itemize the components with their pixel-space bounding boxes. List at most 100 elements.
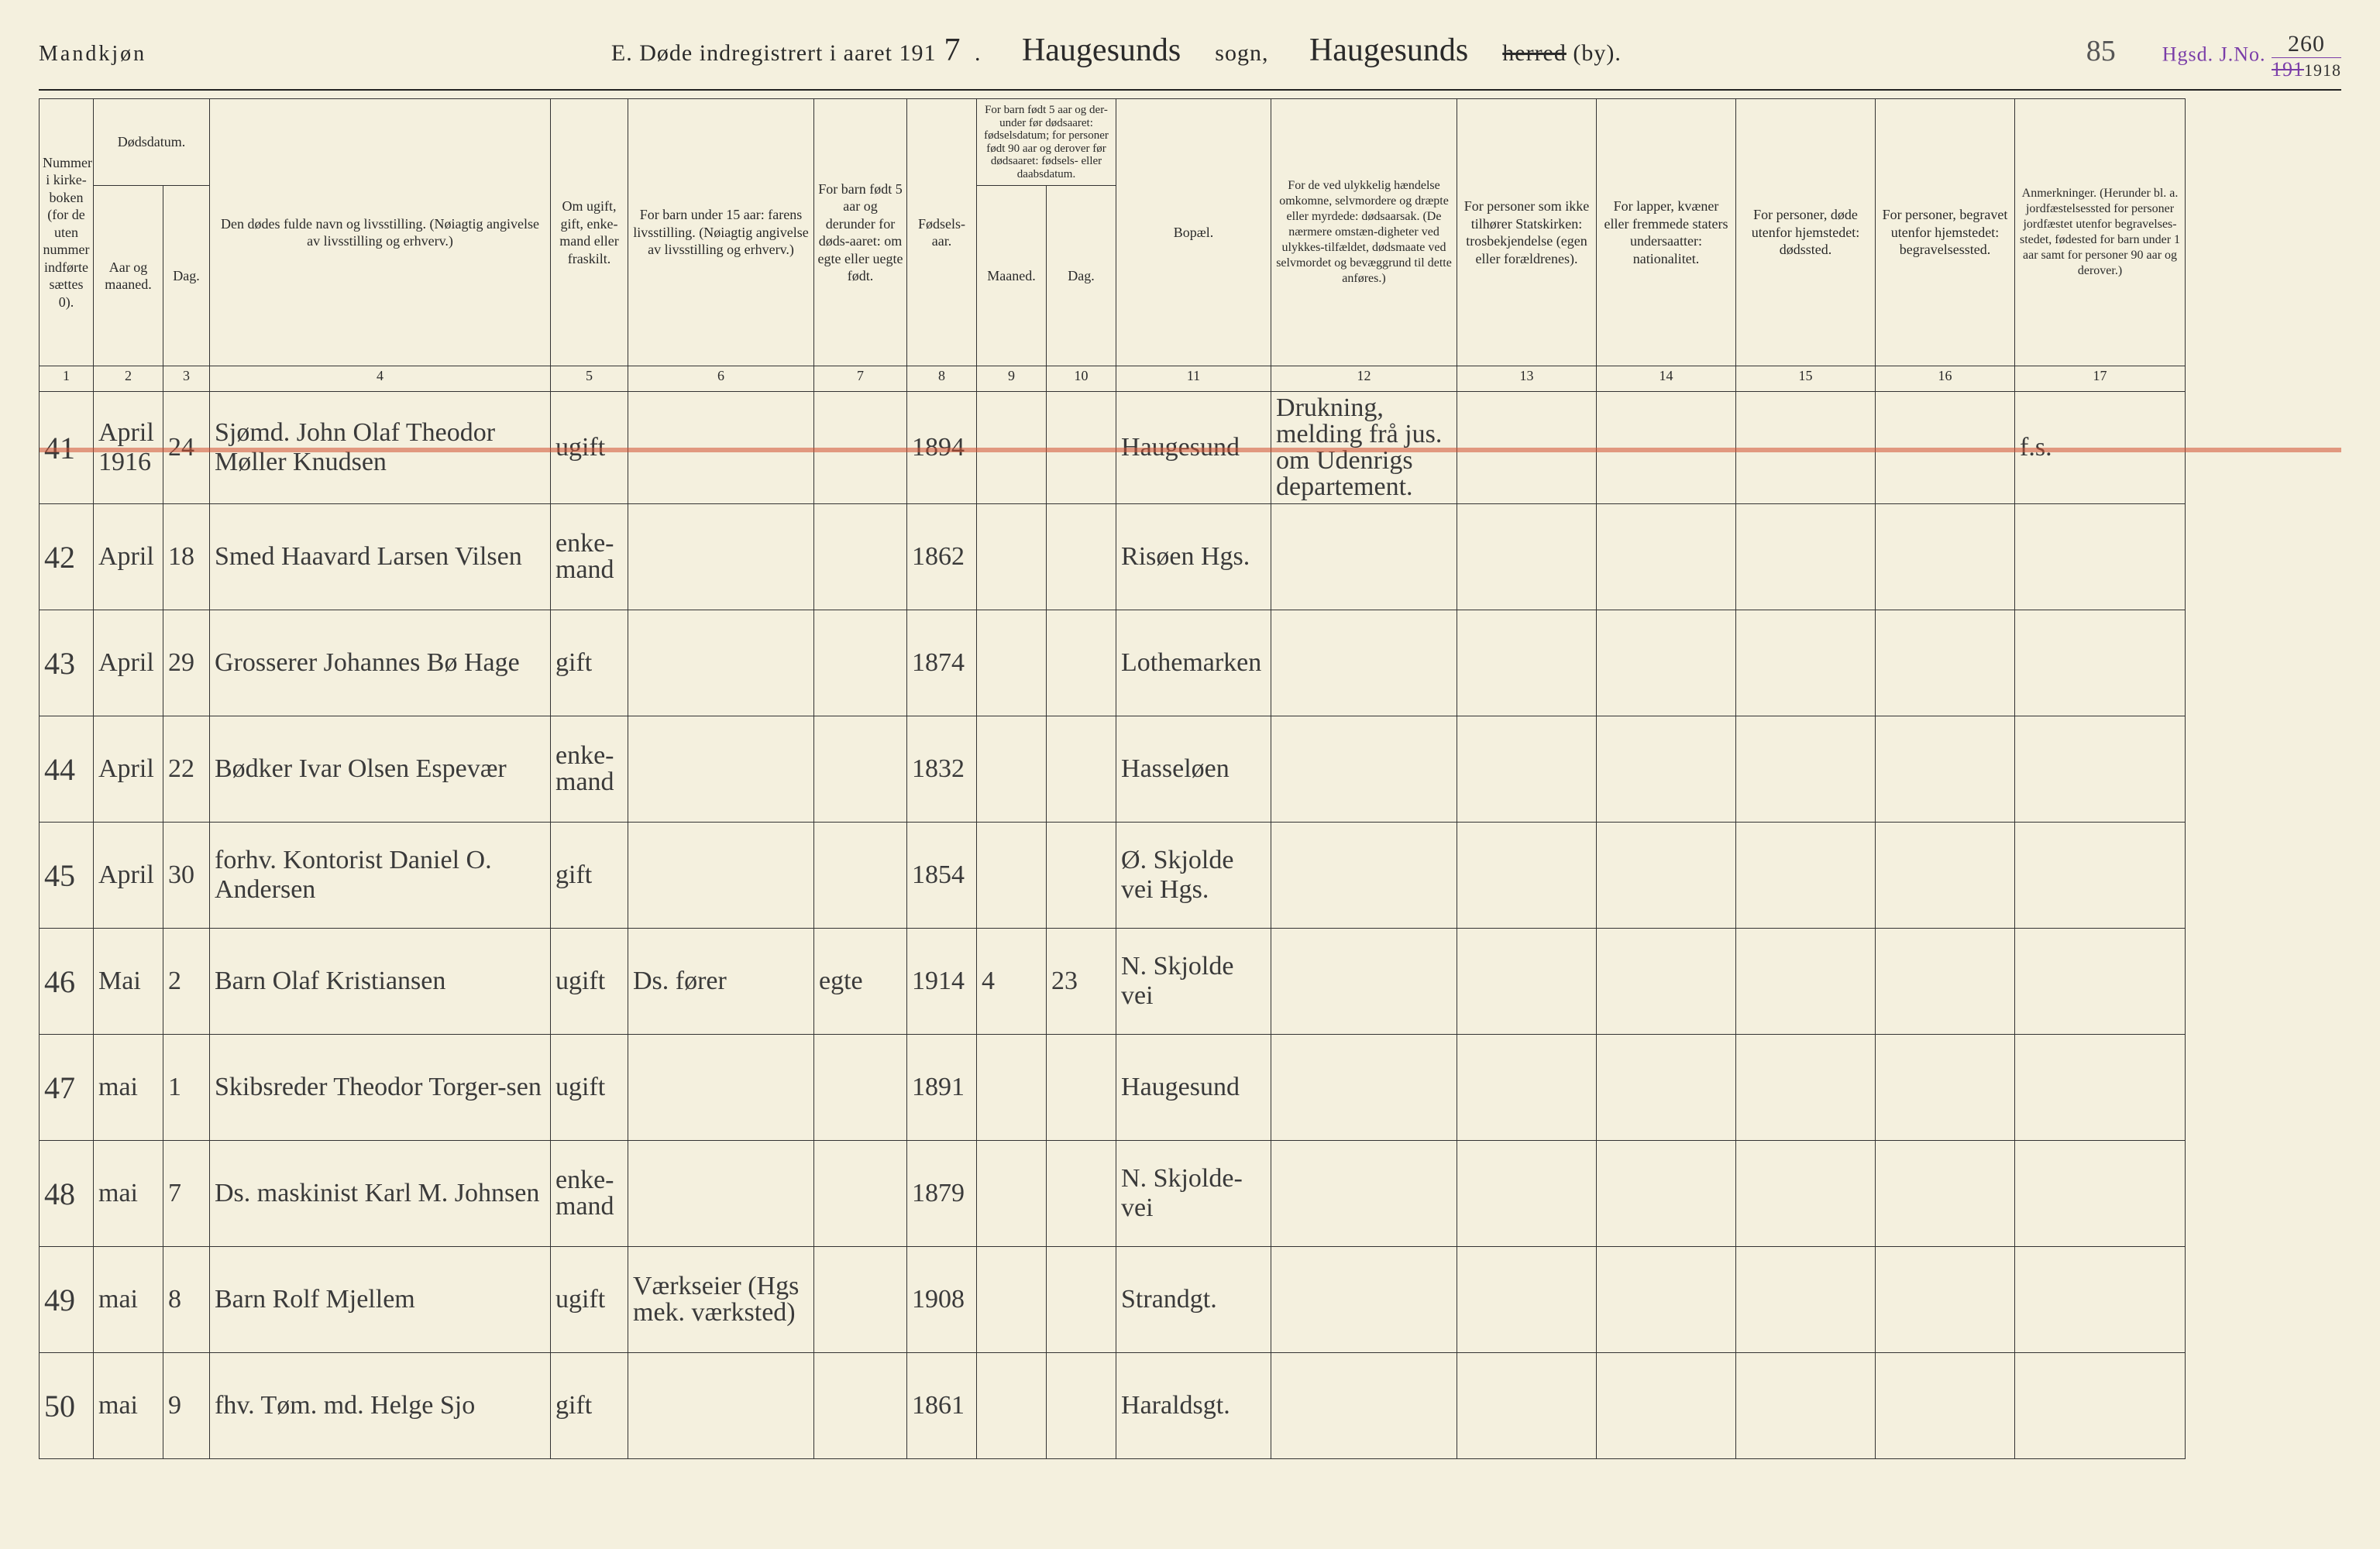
c16	[1876, 1141, 2015, 1247]
marital-status: ugift	[551, 1247, 628, 1353]
remarks	[2015, 823, 2186, 929]
column-number: 7	[814, 366, 907, 392]
col-header-15: For personer, døde utenfor hjemstedet: d…	[1736, 99, 1876, 366]
c13	[1457, 1141, 1597, 1247]
marital-status: enke-mand	[551, 716, 628, 823]
birth-year: 1854	[907, 823, 977, 929]
death-month: April 1916	[94, 392, 163, 504]
c14	[1597, 823, 1736, 929]
residence: N. Skjolde vei	[1116, 929, 1271, 1035]
death-day: 9	[163, 1353, 210, 1459]
death-month: mai	[94, 1035, 163, 1141]
birth-day	[1047, 1141, 1116, 1247]
sogn-label: sogn,	[1215, 40, 1268, 66]
birth-year: 1891	[907, 1035, 977, 1141]
birth-month	[977, 823, 1047, 929]
herred-label: herred	[1502, 40, 1567, 66]
birth-month: 4	[977, 929, 1047, 1035]
c13	[1457, 1035, 1597, 1141]
marital-status: gift	[551, 1353, 628, 1459]
c15	[1736, 1353, 1876, 1459]
cause	[1271, 1353, 1457, 1459]
page-number: 85	[2086, 34, 2116, 68]
legitimate	[814, 1141, 907, 1247]
death-month: mai	[94, 1353, 163, 1459]
birth-day	[1047, 1353, 1116, 1459]
entry-number: 44	[40, 716, 94, 823]
death-day: 7	[163, 1141, 210, 1247]
column-number: 14	[1597, 366, 1736, 392]
birth-day	[1047, 504, 1116, 610]
col-header-2: Dødsdatum.	[94, 99, 210, 186]
birth-day	[1047, 1247, 1116, 1353]
col-header-9a: Maaned.	[977, 186, 1047, 366]
name: Grosserer Johannes Bø Hage	[210, 610, 551, 716]
col-header-17: Anmerkninger. (Herunder bl. a. jordfæste…	[2015, 99, 2186, 366]
table-row: 48mai7Ds. maskinist Karl M. Johnsenenke-…	[40, 1141, 2341, 1247]
c13	[1457, 1247, 1597, 1353]
table-row: 44April22Bødker Ivar Olsen Espeværenke-m…	[40, 716, 2341, 823]
col-header-14: For lapper, kvæner eller fremmede stater…	[1597, 99, 1736, 366]
residence: Haraldsgt.	[1116, 1353, 1271, 1459]
death-day: 1	[163, 1035, 210, 1141]
death-day: 22	[163, 716, 210, 823]
birth-year: 1894	[907, 392, 977, 504]
c13	[1457, 1353, 1597, 1459]
column-number: 10	[1047, 366, 1116, 392]
table-row: 47mai1Skibsreder Theodor Torger-senugift…	[40, 1035, 2341, 1141]
c13	[1457, 610, 1597, 716]
column-number: 8	[907, 366, 977, 392]
name: Barn Rolf Mjellem	[210, 1247, 551, 1353]
birth-month	[977, 716, 1047, 823]
residence: Ø. Skjolde vei Hgs.	[1116, 823, 1271, 929]
father-occupation	[628, 610, 814, 716]
c14	[1597, 929, 1736, 1035]
death-day: 24	[163, 392, 210, 504]
marital-status: gift	[551, 610, 628, 716]
death-month: April	[94, 504, 163, 610]
remarks	[2015, 929, 2186, 1035]
title-line: E. Døde indregistrert i aaret 1917 . Hau…	[146, 32, 2086, 69]
entry-number: 49	[40, 1247, 94, 1353]
birth-month	[977, 504, 1047, 610]
name: Barn Olaf Kristiansen	[210, 929, 551, 1035]
marital-status: enke-mand	[551, 504, 628, 610]
father-occupation	[628, 1353, 814, 1459]
birth-day	[1047, 610, 1116, 716]
father-occupation: Ds. fører	[628, 929, 814, 1035]
column-number: 1	[40, 366, 94, 392]
column-number: 16	[1876, 366, 2015, 392]
father-occupation	[628, 1035, 814, 1141]
cause	[1271, 504, 1457, 610]
name: Bødker Ivar Olsen Espevær	[210, 716, 551, 823]
name: fhv. Tøm. md. Helge Sjo	[210, 1353, 551, 1459]
entry-number: 42	[40, 504, 94, 610]
c13	[1457, 392, 1597, 504]
death-month: April	[94, 610, 163, 716]
col-header-1: Nummer i kirke-boken (for de uten nummer…	[40, 99, 94, 366]
column-number: 17	[2015, 366, 2186, 392]
col-header-9: For barn født 5 aar og der-under før død…	[977, 99, 1116, 186]
c14	[1597, 1353, 1736, 1459]
c13	[1457, 929, 1597, 1035]
c14	[1597, 610, 1736, 716]
marital-status: enke-mand	[551, 1141, 628, 1247]
col-header-11: Bopæl.	[1116, 99, 1271, 366]
marital-status: ugift	[551, 929, 628, 1035]
birth-month	[977, 1247, 1047, 1353]
death-month: mai	[94, 1247, 163, 1353]
year-digit: 7	[936, 33, 968, 68]
c15	[1736, 1141, 1876, 1247]
col-header-5: Om ugift, gift, enke-mand eller fraskilt…	[551, 99, 628, 366]
death-month: mai	[94, 1141, 163, 1247]
residence: Strandgt.	[1116, 1247, 1271, 1353]
father-occupation	[628, 823, 814, 929]
birth-day	[1047, 392, 1116, 504]
table-row: 41April 191624Sjømd. John Olaf Theodor M…	[40, 392, 2341, 504]
father-occupation: Værkseier (Hgs mek. værksted)	[628, 1247, 814, 1353]
column-number: 9	[977, 366, 1047, 392]
entry-number: 41	[40, 392, 94, 504]
birth-month	[977, 1353, 1047, 1459]
table-row: 46Mai2Barn Olaf KristiansenugiftDs. føre…	[40, 929, 2341, 1035]
c16	[1876, 929, 2015, 1035]
